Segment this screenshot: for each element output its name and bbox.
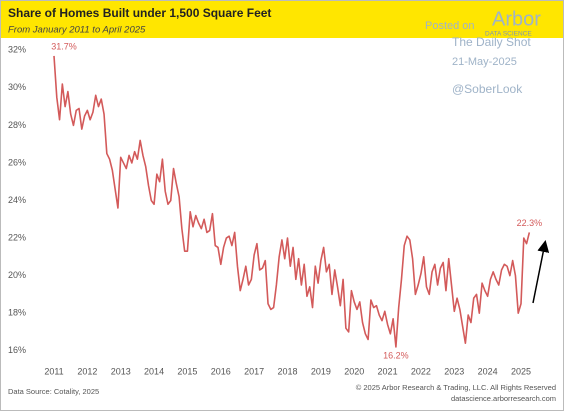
value-label: 16.2%	[383, 350, 409, 360]
watermark-posted: Posted on	[425, 20, 475, 32]
x-tick-label: 2018	[277, 366, 297, 376]
x-tick-label: 2017	[244, 366, 264, 376]
header-band	[1, 1, 563, 38]
x-tick-label: 2021	[378, 366, 398, 376]
watermark-date: 21-May-2025	[452, 56, 517, 68]
x-tick-label: 2012	[77, 366, 97, 376]
y-tick-label: 18%	[8, 308, 26, 318]
y-tick-label: 16%	[8, 345, 26, 355]
x-tick-label: 2020	[344, 366, 364, 376]
chart-title: Share of Homes Built under 1,500 Square …	[8, 6, 271, 20]
chart-subtitle: From January 2011 to April 2025	[8, 25, 146, 36]
watermark-handle: @SoberLook	[452, 82, 523, 96]
x-tick-label: 2014	[144, 366, 164, 376]
series-line	[53, 55, 531, 348]
x-tick-label: 2023	[444, 366, 464, 376]
x-tick-label: 2015	[177, 366, 197, 376]
x-tick-label: 2022	[411, 366, 431, 376]
y-tick-label: 30%	[8, 82, 26, 92]
x-tick-label: 2016	[211, 366, 231, 376]
y-tick-label: 24%	[8, 195, 26, 205]
y-tick-label: 22%	[8, 232, 26, 242]
x-tick-label: 2013	[111, 366, 131, 376]
y-tick-label: 32%	[8, 45, 26, 55]
source: Data Source: Cotality, 2025	[8, 387, 99, 396]
watermark-brand-sub: DATA SCIENCE	[485, 31, 532, 38]
value-label: 22.3%	[517, 218, 543, 228]
x-tick-label: 2019	[311, 366, 331, 376]
value-label: 31.7%	[51, 41, 77, 51]
watermark-brand: Arbor	[492, 8, 541, 30]
trend-arrow	[532, 240, 550, 304]
x-tick-label: 2011	[44, 366, 63, 376]
y-tick-label: 26%	[8, 157, 26, 167]
x-tick-label: 2025	[511, 366, 531, 376]
watermark-outlet: The Daily Shot	[452, 35, 531, 49]
plot: 16% 18% 20% 22% 24% 26% 28% 30% 32% 2011 2012 2013 2…	[8, 41, 542, 376]
copyright: © 2025 Arbor Research & Trading, LLC. Al…	[356, 383, 556, 392]
y-tick-label: 20%	[8, 270, 26, 280]
y-tick-label: 28%	[8, 120, 26, 130]
website: datascience.arborresearch.com	[451, 394, 556, 403]
x-tick-label: 2024	[478, 366, 498, 376]
